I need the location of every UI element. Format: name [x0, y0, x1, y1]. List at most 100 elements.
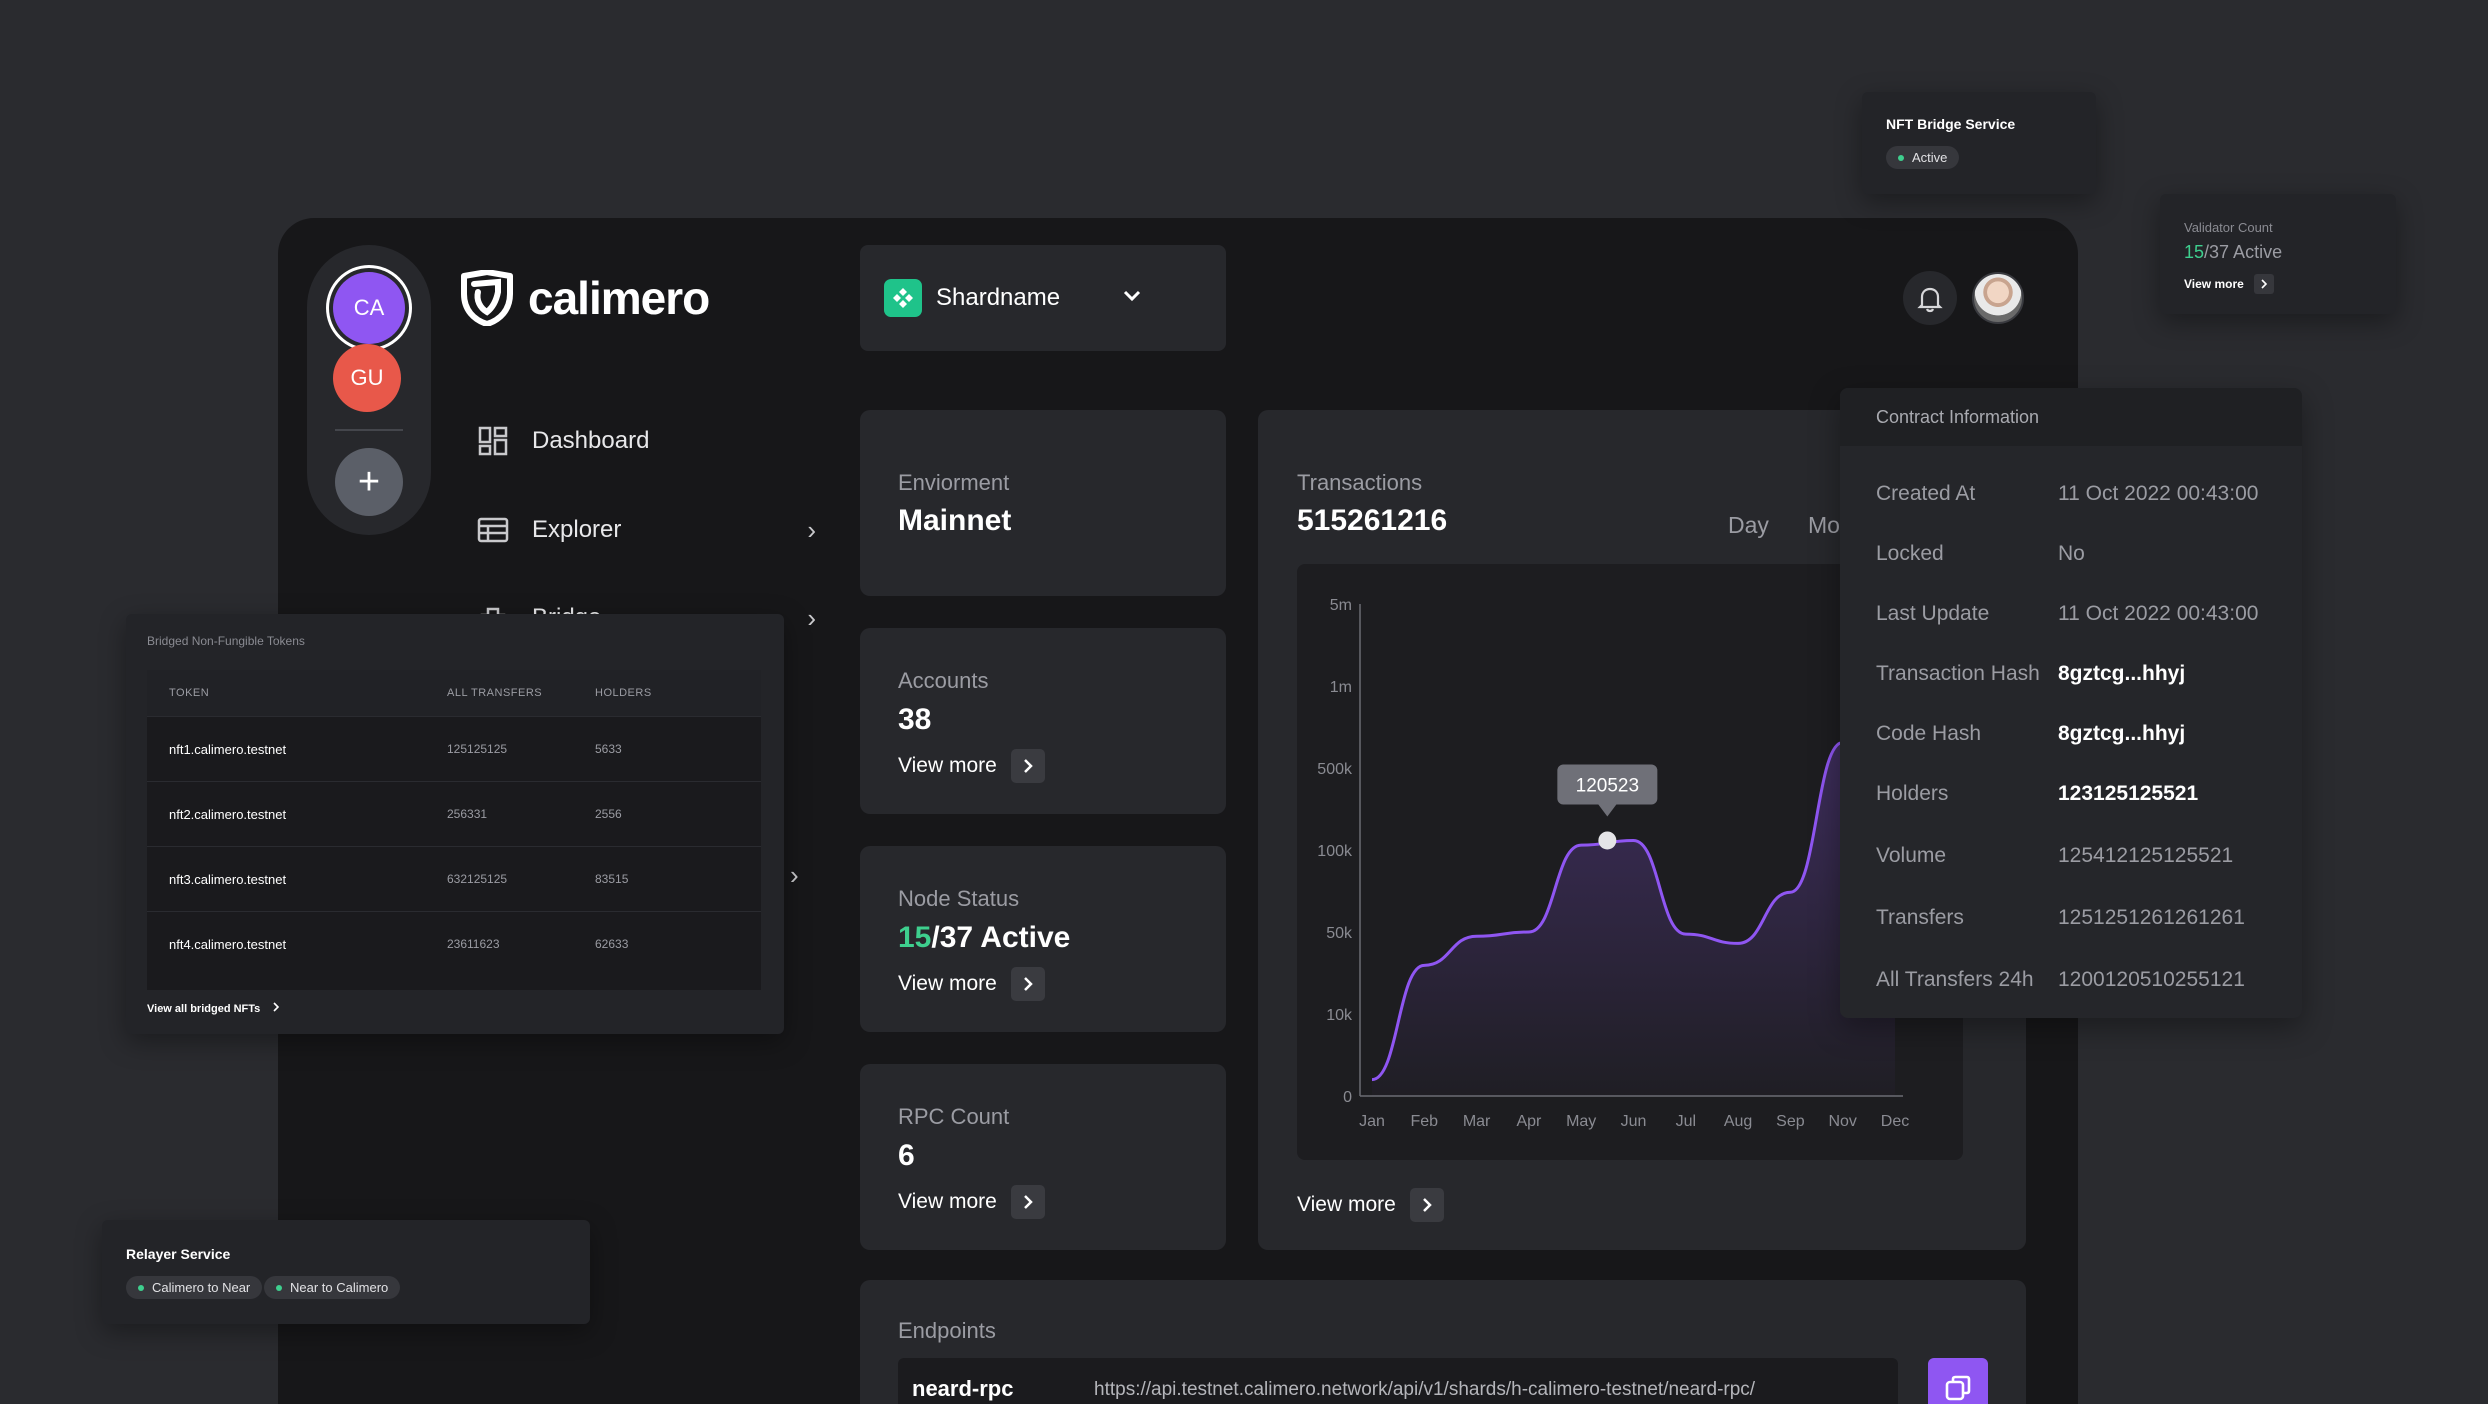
- chevron-right-icon: ›: [807, 602, 816, 633]
- contract-row-value: 1251251261261261: [2058, 906, 2245, 929]
- validator-count-value: 15/37 Active: [2184, 242, 2282, 263]
- contract-row-value: 125412125125521: [2058, 844, 2234, 867]
- transactions-view-more-link[interactable]: View more: [1297, 1188, 1444, 1222]
- x-tick-label: Jan: [1359, 1113, 1385, 1130]
- contract-row-value[interactable]: 8gztcg...hhyj: [2058, 722, 2186, 745]
- brand-name: calimero: [528, 272, 710, 324]
- token-cell: nft3.calimero.testnet: [169, 871, 287, 887]
- bridged-nfts-table: TOKEN ALL TRANSFERS HOLDERS nft1.calimer…: [147, 670, 761, 990]
- node-status-total: /37 Active: [931, 921, 1071, 954]
- table-row[interactable]: nft4.calimero.testnet 23611623 62633: [147, 911, 761, 976]
- endpoints-label: Endpoints: [898, 1318, 996, 1343]
- contract-row-key: All Transfers 24h: [1876, 968, 2034, 991]
- rpc-count-view-more-link[interactable]: View more: [898, 1185, 1045, 1219]
- transactions-label: Transactions: [1297, 470, 1423, 495]
- status-dot-icon: [1898, 154, 1904, 161]
- relayer-service-card: Relayer Service Calimero to Near Near to…: [102, 1220, 590, 1324]
- contract-row: All Transfers 24h 1200120510255121: [1876, 968, 2296, 992]
- contract-row: Last Update 11 Oct 2022 00:43:00: [1876, 602, 2296, 626]
- copy-endpoint-button[interactable]: [1928, 1358, 1988, 1404]
- y-tick-label: 100k: [1317, 843, 1353, 860]
- relayer-direction-badge: Calimero to Near: [126, 1276, 263, 1299]
- view-all-bridged-nfts-link[interactable]: View all bridged NFTs: [147, 1002, 280, 1015]
- brand-logo[interactable]: calimero: [460, 268, 710, 328]
- nav-label-explorer: Explorer: [532, 516, 622, 543]
- contract-row-key: Created At: [1876, 482, 1976, 505]
- relayer-service-title: Relayer Service: [126, 1246, 231, 1262]
- nav-item-explorer[interactable]: Explorer ›: [476, 510, 816, 550]
- x-tick-label: Mar: [1463, 1113, 1491, 1130]
- chevron-right-icon: [1010, 1185, 1045, 1219]
- view-all-label: View all bridged NFTs: [147, 1002, 261, 1015]
- contract-information-title: Contract Information: [1840, 388, 2302, 446]
- endpoint-row: neard-rpc https://api.testnet.calimero.n…: [898, 1358, 1898, 1404]
- table-row[interactable]: nft3.calimero.testnet 632125125 83515: [147, 846, 761, 911]
- contract-information-panel: Contract Information Created At 11 Oct 20…: [1840, 388, 2302, 1018]
- nft-bridge-service-title: NFT Bridge Service: [1886, 116, 2016, 132]
- chevron-right-icon: [2253, 274, 2274, 294]
- view-more-label: View more: [898, 972, 997, 995]
- y-tick-label: 500k: [1317, 761, 1353, 778]
- y-tick-label: 10k: [1326, 1007, 1353, 1024]
- user-avatar[interactable]: [1972, 272, 2024, 324]
- status-dot-icon: [138, 1284, 144, 1291]
- contract-row-key: Transaction Hash: [1876, 662, 2040, 685]
- table-row[interactable]: nft2.calimero.testnet 256331 2556: [147, 781, 761, 846]
- workspace-divider: [335, 429, 403, 431]
- x-tick-label: Apr: [1516, 1113, 1542, 1130]
- accounts-view-more-link[interactable]: View more: [898, 749, 1045, 783]
- workspace-avatar-gu[interactable]: GU: [333, 344, 401, 412]
- y-tick-label: 50k: [1326, 925, 1353, 942]
- contract-row-value[interactable]: 8gztcg...hhyj: [2058, 662, 2186, 685]
- node-status-value: 15/37 Active: [898, 921, 1070, 955]
- calimero-logo-icon: [461, 270, 513, 326]
- column-header-token: TOKEN: [169, 687, 210, 699]
- contract-row: Transaction Hash 8gztcg...hhyj: [1876, 662, 2296, 686]
- x-tick-label: Nov: [1828, 1113, 1856, 1130]
- endpoint-url[interactable]: https://api.testnet.calimero.network/api…: [1094, 1379, 1756, 1400]
- column-header-holders: HOLDERS: [595, 687, 652, 699]
- add-workspace-button[interactable]: +: [335, 448, 403, 516]
- node-status-view-more-link[interactable]: View more: [898, 967, 1045, 1001]
- bridged-nfts-title: Bridged Non-Fungible Tokens: [147, 634, 305, 648]
- validator-view-more-link[interactable]: View more: [2184, 274, 2274, 294]
- y-tick-label: 0: [1343, 1089, 1352, 1106]
- workspace-avatar-ca[interactable]: CA: [333, 272, 405, 344]
- contract-row-value: 11 Oct 2022 00:43:00: [2058, 602, 2259, 625]
- chart-tooltip: 120523: [1557, 764, 1658, 817]
- holders-cell: 83515: [595, 872, 629, 886]
- x-tick-label: Jul: [1676, 1113, 1696, 1130]
- environment-value: Mainnet: [898, 504, 1012, 537]
- environment-label: Enviorment: [898, 470, 1010, 495]
- highlight-point[interactable]: [1598, 831, 1617, 850]
- contract-row-key: Code Hash: [1876, 722, 1982, 745]
- chevron-right-icon[interactable]: ›: [790, 860, 799, 890]
- relayer-direction-label: Calimero to Near: [152, 1280, 251, 1295]
- shard-selector[interactable]: Shardname: [860, 245, 1226, 351]
- contract-row: Volume 125412125125521: [1876, 844, 2296, 868]
- contract-row-key: Transfers: [1876, 906, 1964, 929]
- chevron-down-icon: [1122, 289, 1142, 308]
- relayer-direction-badge: Near to Calimero: [264, 1276, 401, 1299]
- nav-item-dashboard[interactable]: Dashboard: [476, 421, 816, 461]
- token-cell: nft2.calimero.testnet: [169, 806, 287, 822]
- contract-row-key: Holders: [1876, 782, 1949, 805]
- contract-row: Created At 11 Oct 2022 00:43:00: [1876, 482, 2296, 506]
- view-more-label: View more: [898, 1190, 997, 1213]
- node-status-card: Node Status 15/37 Active View more: [860, 846, 1226, 1032]
- contract-row-value: 123125125521: [2058, 782, 2199, 805]
- token-cell: nft1.calimero.testnet: [169, 741, 287, 757]
- x-tick-label: Aug: [1724, 1113, 1752, 1130]
- contract-row: Transfers 1251251261261261: [1876, 906, 2296, 930]
- token-cell: nft4.calimero.testnet: [169, 936, 287, 952]
- x-tick-label: Jun: [1621, 1113, 1647, 1130]
- table-row[interactable]: nft1.calimero.testnet 125125125 5633: [147, 716, 761, 781]
- validator-count-card: Validator Count 15/37 Active View more: [2160, 194, 2396, 314]
- explorer-icon: [476, 513, 510, 547]
- shard-icon: [884, 279, 922, 317]
- notifications-bell-icon[interactable]: [1903, 271, 1957, 325]
- range-tab-month[interactable]: Mo: [1808, 512, 1840, 538]
- transfers-cell: 632125125: [447, 872, 508, 886]
- x-tick-label: Dec: [1881, 1113, 1909, 1130]
- range-tab-day[interactable]: Day: [1728, 512, 1769, 538]
